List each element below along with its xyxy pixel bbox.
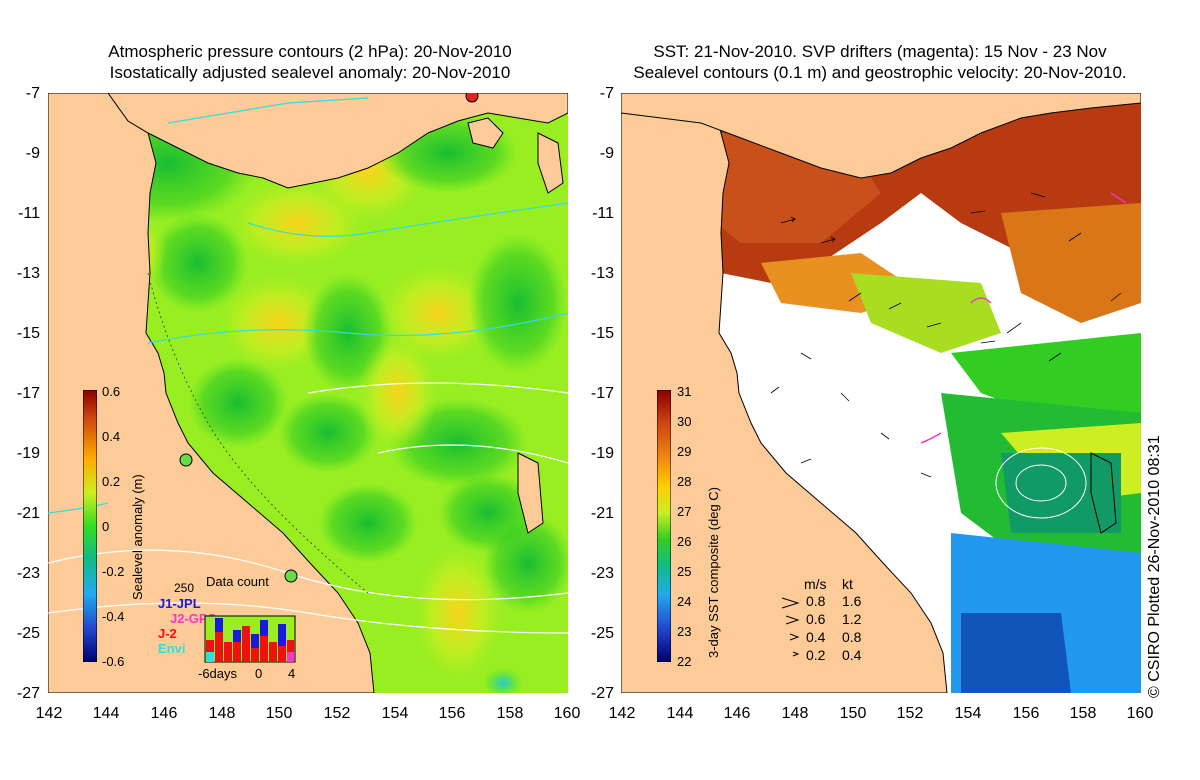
velocity-legend-ms: 0.4 [806,629,826,645]
data-count-max: 250 [174,581,195,595]
lon-tick: 152 [896,705,924,722]
velocity-legend-kt: 0.4 [842,647,862,663]
data-count-axis-zero: 0 [255,666,263,681]
lat-tick: -19 [16,445,40,462]
lat-tick: -7 [599,85,614,102]
colorbar-tick: 27 [677,504,692,519]
credit-text: © CSIRO Plotted 26-Nov-2010 08:31 [1146,435,1163,698]
lon-tick: 144 [92,705,120,722]
right-map-title-line1: SST: 21-Nov-2010. SVP drifters (magenta)… [653,42,1107,61]
lat-tick: -27 [590,685,614,702]
data-count-axis-end: 4 [288,666,296,681]
lat-tick: -25 [16,625,40,642]
velocity-legend-ms: 0.2 [806,647,826,663]
lat-tick: -9 [25,145,40,162]
lat-tick: -27 [16,685,40,702]
lon-tick: 158 [1069,705,1097,722]
lon-tick: 156 [1012,705,1040,722]
lon-tick: 142 [608,705,636,722]
colorbar-tick: 26 [677,534,692,549]
lon-tick: 156 [438,705,466,722]
lon-tick: 160 [1126,705,1154,722]
lat-tick: -15 [16,325,40,342]
data-count-axis-start: -6days [198,666,238,681]
velocity-arrows [781,597,800,657]
colorbar-tick: -0.6 [102,654,125,669]
lon-tick: 148 [208,705,236,722]
lat-tick: -23 [16,565,40,582]
data-count-histogram [204,615,296,663]
colorbar-tick: 22 [677,654,692,669]
colorbar-tick: 30 [677,414,692,429]
colorbar-tick: 31 [677,384,692,399]
lon-tick: 150 [839,705,867,722]
sealevel-colorbar-title: Sealevel anomaly (m) [130,474,145,600]
lat-tick: -11 [592,205,614,222]
colorbar-tick: 24 [677,594,692,609]
lon-tick: 142 [35,705,63,722]
lon-tick: 160 [553,705,581,722]
lon-tick: 146 [150,705,178,722]
velocity-legend-ms: 0.6 [806,611,826,627]
lon-tick: 144 [666,705,694,722]
left-map [48,93,568,693]
lat-tick: -23 [590,565,614,582]
lat-tick: -13 [16,265,40,282]
lat-tick: -17 [590,385,614,402]
colorbar-tick: 28 [677,474,692,489]
lon-tick: 146 [723,705,751,722]
velocity-legend-header-kt: kt [842,576,853,592]
lat-tick: -21 [16,505,40,522]
colorbar-tick: 29 [677,444,692,459]
lat-tick: -11 [18,205,40,222]
colorbar-tick: -0.4 [102,609,125,624]
colorbar-tick: 0.4 [102,429,121,444]
colorbar-tick: 0.6 [102,384,121,399]
lon-tick: 154 [954,705,982,722]
mission-label-envi: Envi [158,641,186,656]
lon-tick: 148 [781,705,809,722]
velocity-legend-header-ms: m/s [804,576,827,592]
colorbar-tick: 0 [102,519,110,534]
lat-tick: -13 [590,265,614,282]
sealevel-colorbar [83,390,97,662]
mission-label-j1: J1-JPL [158,596,201,611]
lon-tick: 158 [496,705,524,722]
colorbar-tick: 0.2 [102,474,121,489]
colorbar-tick: 25 [677,564,692,579]
lat-tick: -15 [590,325,614,342]
lon-tick: 154 [381,705,409,722]
colorbar-tick: 23 [677,624,692,639]
lat-tick: -19 [590,445,614,462]
right-map-title-line2: Sealevel contours (0.1 m) and geostrophi… [633,63,1127,82]
right-map [621,93,1141,693]
velocity-legend-kt: 1.6 [842,593,862,609]
data-count-label: Data count [206,574,269,589]
lat-tick: -17 [16,385,40,402]
left-map-title-line1: Atmospheric pressure contours (2 hPa): 2… [108,42,512,61]
lat-tick: -21 [590,505,614,522]
velocity-legend-kt: 1.2 [842,611,862,627]
velocity-legend-kt: 0.8 [842,629,862,645]
sst-colorbar [657,390,671,662]
lat-tick: -25 [590,625,614,642]
lat-tick: -7 [25,85,40,102]
mission-label-j2: J-2 [158,626,177,641]
sst-colorbar-title: 3-day SST composite (deg C) [706,487,721,658]
lat-tick: -9 [599,145,614,162]
left-map-title-line2: Isostatically adjusted sealevel anomaly:… [109,63,511,82]
velocity-legend-ms: 0.8 [806,593,826,609]
colorbar-tick: -0.2 [102,564,125,579]
lon-tick: 150 [265,705,293,722]
lon-tick: 152 [323,705,351,722]
